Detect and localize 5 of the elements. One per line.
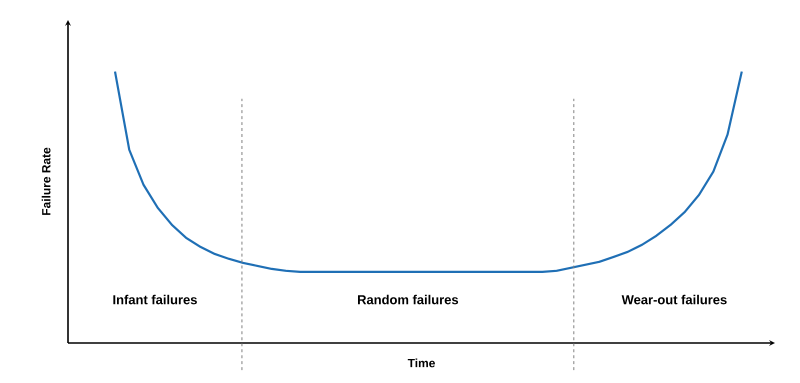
annotation: Infant failures [113,294,197,304]
y-axis-title: Failure Rate [42,148,50,215]
x-axis-title: Time [408,358,435,368]
annotation: Wear-out failures [622,294,727,304]
annotation: Random failures [358,294,458,304]
